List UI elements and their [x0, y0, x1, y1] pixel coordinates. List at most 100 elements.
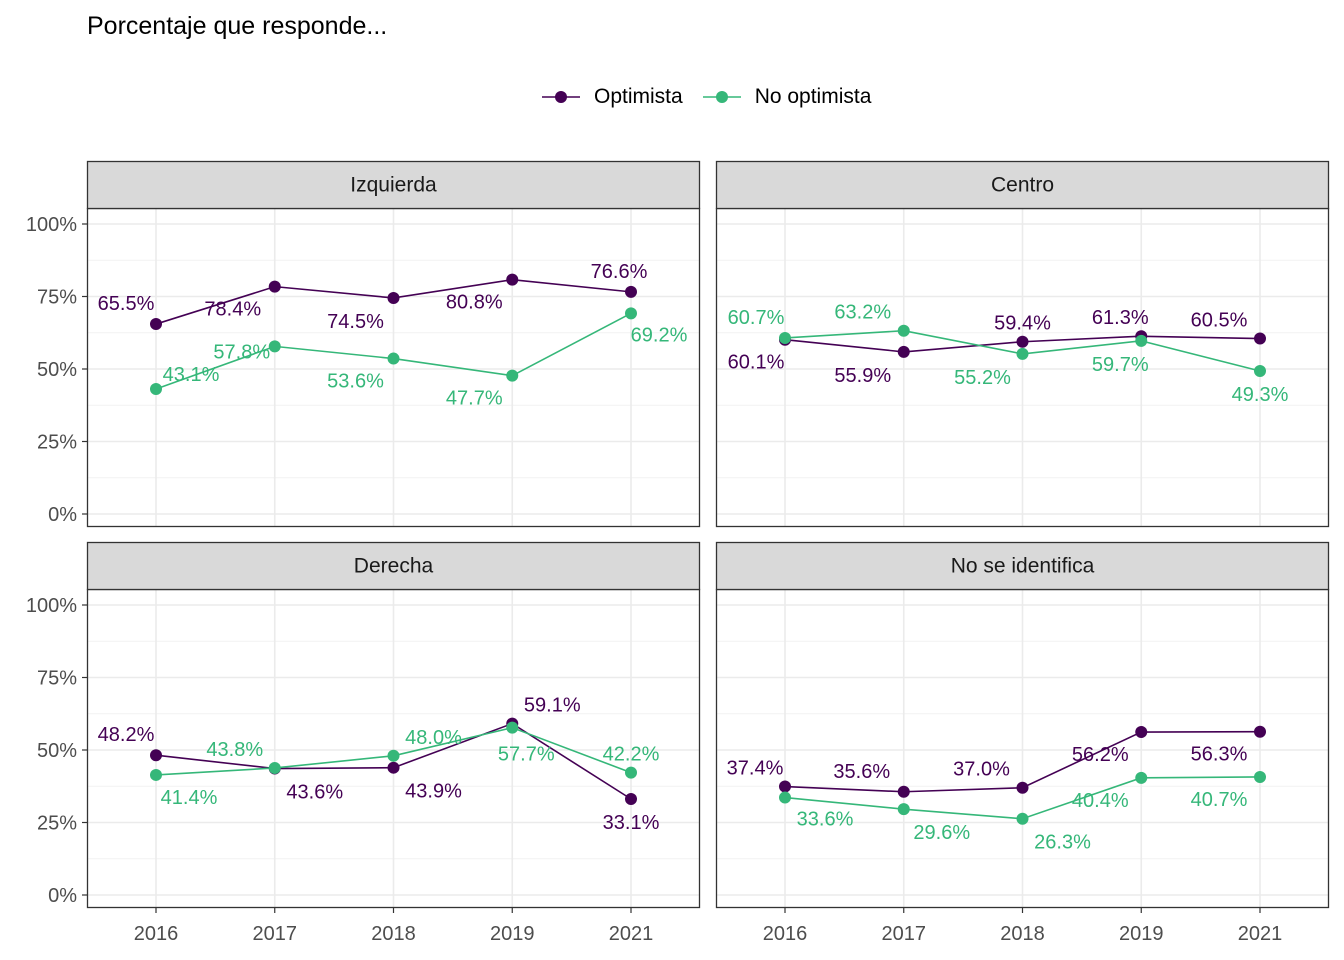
strip-izquierda — [86, 160, 701, 210]
strip-label-derecha: Derecha — [354, 555, 434, 578]
data-point-optimista-no-se-identifica — [1254, 725, 1266, 738]
data-point-no-optimista-derecha — [268, 761, 281, 774]
data-point-no-optimista-no-se-identifica — [1135, 771, 1148, 784]
data-point-optimista-no-se-identifica — [897, 785, 910, 798]
data-label-optimista-centro: 59.4% — [994, 313, 1051, 335]
data-label-no-optimista-centro: 60.7% — [728, 307, 785, 329]
data-label-optimista-no-se-identifica: 35.6% — [833, 761, 890, 783]
data-label-optimista-derecha: 43.9% — [405, 781, 462, 803]
strip-no-se-identifica — [715, 541, 1330, 591]
data-label-optimista-derecha: 43.6% — [286, 782, 343, 804]
data-point-optimista-centro — [1254, 332, 1266, 345]
data-label-no-optimista-no-se-identifica: 33.6% — [797, 809, 854, 831]
data-point-optimista-centro — [897, 345, 910, 358]
x-tick-label: 2021 — [609, 923, 654, 945]
y-tick-label: 100% — [26, 214, 77, 236]
data-point-optimista-derecha — [150, 749, 162, 762]
chart-title: Porcentaje que responde... — [87, 12, 388, 40]
data-point-no-optimista-centro — [897, 324, 910, 337]
data-label-optimista-no-se-identifica: 37.0% — [953, 759, 1010, 781]
data-label-optimista-centro: 61.3% — [1092, 307, 1149, 329]
data-label-no-optimista-no-se-identifica: 29.6% — [913, 822, 970, 844]
data-label-optimista-derecha: 59.1% — [524, 695, 581, 717]
x-tick-label: 2017 — [253, 923, 298, 945]
data-label-no-optimista-derecha: 42.2% — [603, 744, 660, 766]
data-point-no-optimista-no-se-identifica — [1016, 812, 1029, 825]
data-point-no-optimista-izquierda — [625, 307, 637, 320]
data-point-no-optimista-centro — [779, 331, 791, 344]
data-point-optimista-no-se-identifica — [1016, 781, 1029, 794]
x-tick-label: 2018 — [371, 923, 416, 945]
x-tick-label: 2019 — [490, 923, 535, 945]
data-label-optimista-derecha: 33.1% — [603, 812, 660, 834]
data-point-optimista-izquierda — [387, 291, 400, 304]
data-point-optimista-no-se-identifica — [779, 780, 791, 793]
data-label-no-optimista-izquierda: 53.6% — [327, 371, 384, 393]
data-point-no-optimista-no-se-identifica — [897, 803, 910, 816]
data-label-no-optimista-centro: 55.2% — [954, 367, 1011, 389]
data-label-no-optimista-centro: 49.3% — [1232, 384, 1289, 406]
data-point-no-optimista-izquierda — [268, 340, 281, 353]
data-point-optimista-centro — [1016, 335, 1029, 348]
data-point-no-optimista-derecha — [150, 768, 162, 781]
y-tick-label: 50% — [37, 359, 77, 381]
data-point-no-optimista-izquierda — [506, 369, 519, 382]
data-label-no-optimista-izquierda: 69.2% — [631, 324, 688, 346]
data-label-optimista-no-se-identifica: 56.2% — [1072, 744, 1129, 766]
legend-item-no-optimista: No optimista — [701, 82, 871, 112]
data-point-no-optimista-centro — [1254, 365, 1266, 378]
data-point-optimista-izquierda — [506, 273, 519, 286]
y-tick-label: 25% — [37, 432, 77, 454]
data-label-optimista-no-se-identifica: 56.3% — [1191, 744, 1248, 766]
data-label-optimista-centro: 60.5% — [1191, 310, 1248, 332]
strip-centro — [715, 160, 1330, 210]
x-tick-label: 2019 — [1119, 923, 1164, 945]
data-label-no-optimista-derecha: 48.0% — [405, 727, 462, 749]
y-tick-label: 25% — [37, 813, 77, 835]
data-label-optimista-izquierda: 78.4% — [204, 299, 261, 321]
data-point-no-optimista-no-se-identifica — [1254, 770, 1266, 783]
data-label-optimista-izquierda: 74.5% — [327, 311, 384, 333]
strip-label-centro: Centro — [991, 174, 1054, 197]
data-point-no-optimista-derecha — [506, 721, 519, 734]
data-label-no-optimista-izquierda: 57.8% — [213, 341, 270, 363]
y-tick-label: 100% — [26, 595, 77, 617]
data-label-no-optimista-derecha: 41.4% — [161, 787, 218, 809]
x-tick-label: 2016 — [763, 923, 808, 945]
x-tick-label: 2021 — [1238, 923, 1283, 945]
data-point-no-optimista-derecha — [387, 749, 400, 762]
data-label-no-optimista-centro: 59.7% — [1092, 354, 1149, 376]
data-label-optimista-izquierda: 76.6% — [591, 261, 648, 283]
data-label-no-optimista-centro: 63.2% — [834, 302, 891, 324]
legend-item-optimista: Optimista — [540, 82, 683, 112]
data-point-optimista-izquierda — [268, 280, 281, 293]
data-point-no-optimista-centro — [1135, 334, 1148, 347]
strip-derecha — [86, 541, 701, 591]
data-label-optimista-izquierda: 65.5% — [98, 293, 155, 315]
y-tick-label: 0% — [48, 504, 77, 526]
x-tick-label: 2016 — [134, 923, 179, 945]
data-point-no-optimista-centro — [1016, 347, 1029, 360]
data-point-optimista-izquierda — [150, 318, 162, 331]
data-label-optimista-centro: 60.1% — [728, 352, 785, 374]
data-label-no-optimista-no-se-identifica: 40.4% — [1072, 790, 1129, 812]
data-point-optimista-derecha — [625, 793, 637, 806]
data-point-no-optimista-izquierda — [150, 383, 162, 396]
y-tick-label: 75% — [37, 668, 77, 690]
data-point-optimista-izquierda — [625, 285, 637, 298]
y-tick-label: 50% — [37, 740, 77, 762]
legend-key-optimista — [542, 91, 580, 103]
strip-label-no-se-identifica: No se identifica — [951, 555, 1095, 578]
data-label-optimista-izquierda: 80.8% — [446, 292, 503, 314]
data-point-optimista-derecha — [387, 761, 400, 774]
y-tick-label: 0% — [48, 885, 77, 907]
data-label-optimista-derecha: 48.2% — [98, 724, 155, 746]
x-tick-label: 2017 — [882, 923, 927, 945]
legend-key-no-optimista — [702, 91, 741, 103]
data-label-no-optimista-izquierda: 47.7% — [446, 388, 503, 410]
data-point-no-optimista-derecha — [625, 766, 637, 779]
data-point-optimista-no-se-identifica — [1135, 726, 1148, 739]
data-label-optimista-no-se-identifica: 37.4% — [727, 758, 784, 780]
legend: Optimista No optimista — [540, 82, 871, 112]
